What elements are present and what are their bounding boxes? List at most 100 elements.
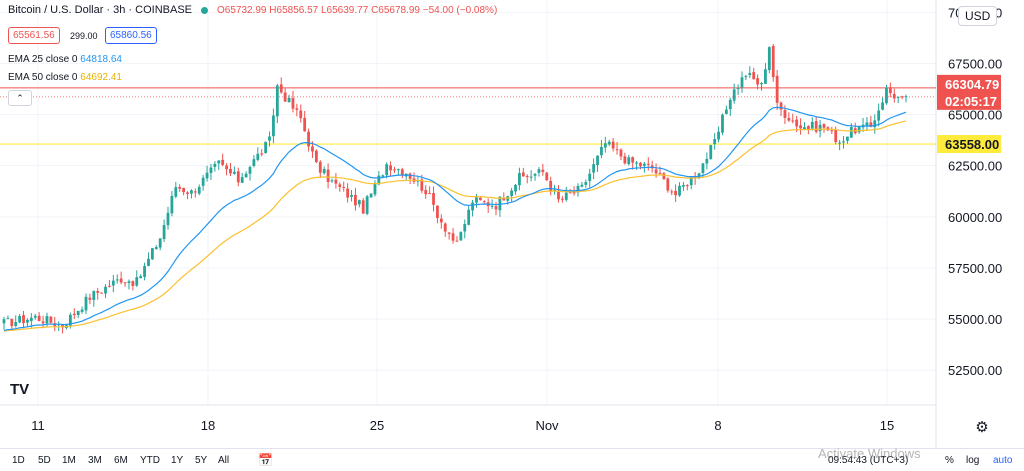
candle <box>174 187 178 197</box>
x-tick-label: 25 <box>370 418 384 433</box>
level-price-tag: 63558.00 <box>937 135 1001 154</box>
ema25-line <box>3 106 907 332</box>
candle <box>791 120 795 122</box>
range-1d[interactable]: 1D <box>12 455 25 466</box>
symbol-title[interactable]: Bitcoin / U.S. Dollar · 3h · COINBASE <box>8 4 192 16</box>
candle <box>764 69 767 84</box>
candle <box>631 157 635 163</box>
candle <box>873 120 877 128</box>
candle <box>455 240 459 242</box>
candle <box>182 188 186 193</box>
candle <box>76 310 80 316</box>
candle <box>564 192 568 200</box>
candle <box>131 281 135 286</box>
candle <box>478 197 482 201</box>
candle <box>842 141 845 143</box>
percent-toggle[interactable]: % <box>945 455 954 466</box>
candle <box>354 194 357 206</box>
candle <box>365 196 369 214</box>
range-3m[interactable]: 3M <box>88 455 102 466</box>
candle <box>22 315 25 324</box>
range-6m[interactable]: 6M <box>114 455 128 466</box>
candle <box>627 157 631 165</box>
candle <box>904 96 908 98</box>
range-5y[interactable]: 5Y <box>195 455 208 466</box>
candle <box>72 313 76 315</box>
range-1y[interactable]: 1Y <box>171 455 184 466</box>
candle <box>29 317 33 321</box>
candle <box>49 316 53 323</box>
candle <box>494 206 498 210</box>
range-all[interactable]: All <box>218 455 230 466</box>
candle <box>338 184 342 188</box>
calendar-range-icon[interactable]: 📅 <box>258 453 273 467</box>
candle <box>881 102 884 110</box>
candle <box>678 185 681 196</box>
tradingview-logo[interactable]: TV <box>10 381 30 398</box>
candle <box>334 179 338 184</box>
chart-legend: Bitcoin / U.S. Dollar · 3h · COINBASE O6… <box>8 4 497 16</box>
candle <box>361 200 365 214</box>
change-value: −54.00 (−0.08%) <box>422 4 498 16</box>
auto-toggle[interactable]: auto <box>993 455 1013 466</box>
candle <box>498 196 502 211</box>
log-toggle[interactable]: log <box>966 455 980 466</box>
candle <box>150 248 154 260</box>
candle <box>510 190 514 196</box>
candle <box>45 316 49 324</box>
spread-value: 299.00 <box>70 31 98 41</box>
range-ytd[interactable]: YTD <box>140 455 160 466</box>
candle <box>810 121 814 129</box>
buy-price-button[interactable]: 65860.56 <box>105 27 157 44</box>
candle <box>467 209 471 225</box>
y-tick-label: 60000.00 <box>948 210 1002 225</box>
candle <box>818 124 822 132</box>
candle <box>713 138 717 145</box>
candle <box>869 122 873 127</box>
ema50-label: EMA 50 close 0 <box>8 72 78 83</box>
market-open-icon <box>201 6 208 14</box>
candle <box>834 129 838 143</box>
candle <box>135 277 139 286</box>
ema50-legend[interactable]: EMA 50 close 0 64692.41 <box>8 72 122 83</box>
range-5d[interactable]: 5D <box>38 455 51 466</box>
candle <box>396 169 400 171</box>
candle <box>377 175 381 185</box>
last-price-tag-bg <box>937 74 1001 93</box>
candle <box>814 121 818 132</box>
candle <box>205 172 209 179</box>
candle <box>619 149 623 157</box>
candle <box>658 172 662 174</box>
candle <box>525 175 529 178</box>
candle <box>111 280 115 286</box>
candle <box>615 149 619 151</box>
candle <box>572 192 576 194</box>
candle <box>272 115 275 137</box>
candle <box>18 315 22 323</box>
candle <box>744 76 748 78</box>
countdown-tag-text: 02:05:17 <box>945 94 997 109</box>
candle <box>646 163 650 165</box>
level-price-tag-text: 63558.00 <box>945 137 999 152</box>
candle <box>557 190 560 200</box>
range-1m[interactable]: 1M <box>62 455 76 466</box>
candle <box>158 238 162 248</box>
candle <box>533 173 537 176</box>
candle <box>260 153 264 155</box>
candle <box>728 99 732 110</box>
candle <box>108 285 111 287</box>
y-tick-label: 67500.00 <box>948 56 1002 71</box>
chevron-up-icon[interactable]: ⌃ <box>8 90 32 106</box>
candle <box>33 315 37 318</box>
candle <box>88 297 92 300</box>
candle <box>127 281 131 283</box>
candle <box>670 191 674 193</box>
open-value: O65732.99 <box>217 4 267 16</box>
ema25-legend[interactable]: EMA 25 close 0 64818.64 <box>8 54 122 65</box>
candle <box>447 232 451 234</box>
sell-price-button[interactable]: 65561.56 <box>8 27 60 44</box>
clock-time[interactable]: 09:54:43 (UTC+3) <box>828 455 909 466</box>
candle <box>299 110 303 119</box>
currency-selector[interactable]: USD <box>958 6 998 26</box>
